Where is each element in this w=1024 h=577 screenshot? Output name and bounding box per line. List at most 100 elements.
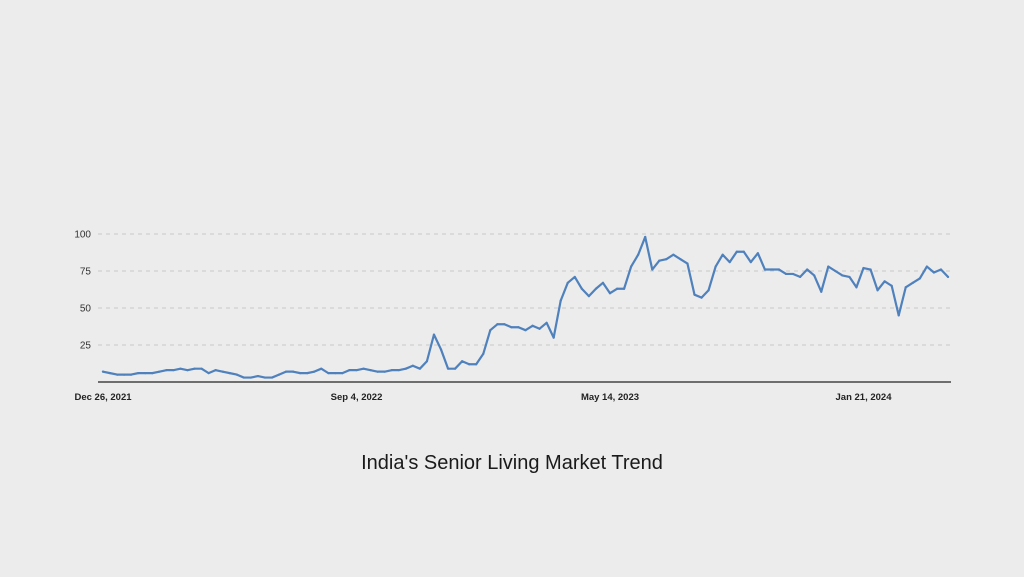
- data-point: [784, 272, 788, 276]
- y-tick-label: 100: [74, 230, 91, 241]
- data-point: [693, 293, 696, 296]
- data-point: [179, 367, 182, 370]
- data-point: [777, 268, 781, 271]
- data-point: [651, 268, 654, 271]
- data-point: [742, 250, 745, 253]
- data-point: [883, 280, 886, 283]
- data-point: [228, 372, 231, 375]
- data-point: [791, 272, 795, 276]
- data-point: [270, 376, 274, 379]
- data-point: [601, 281, 605, 284]
- data-point: [376, 370, 379, 373]
- data-point: [538, 327, 541, 330]
- data-point: [806, 268, 809, 271]
- data-point: [284, 370, 288, 373]
- data-point: [341, 372, 344, 375]
- data-point: [439, 348, 443, 351]
- data-point: [608, 292, 612, 295]
- data-point: [820, 290, 823, 293]
- data-point: [904, 286, 907, 289]
- data-point: [404, 367, 407, 370]
- data-point: [897, 314, 900, 317]
- data-point: [721, 253, 724, 256]
- data-point: [841, 274, 844, 277]
- data-point: [756, 252, 759, 255]
- data-point: [503, 323, 506, 326]
- data-point: [390, 369, 393, 372]
- data-point: [524, 329, 527, 332]
- data-point: [770, 268, 774, 271]
- data-point: [672, 253, 675, 256]
- chart-title: India's Senior Living Market Trend: [361, 452, 663, 474]
- data-point: [714, 265, 717, 268]
- data-point: [277, 373, 281, 376]
- data-point: [468, 363, 471, 366]
- data-point: [292, 370, 295, 373]
- gridlines: [98, 233, 952, 346]
- data-point: [475, 363, 478, 366]
- data-point: [707, 289, 710, 292]
- data-point: [123, 373, 126, 376]
- data-point: [644, 235, 647, 239]
- data-point: [876, 289, 879, 292]
- data-point: [242, 376, 245, 379]
- data-point: [172, 369, 175, 372]
- data-point: [890, 284, 893, 287]
- data-point: [397, 369, 400, 372]
- data-point: [207, 372, 210, 375]
- data-point: [383, 370, 386, 373]
- data-point: [911, 281, 914, 284]
- data-point: [432, 333, 436, 336]
- data-points: [101, 235, 950, 379]
- data-point: [679, 258, 682, 261]
- data-point: [186, 369, 189, 372]
- data-point: [193, 367, 196, 370]
- y-tick-label: 50: [80, 304, 92, 315]
- data-point: [700, 296, 703, 299]
- data-point: [200, 367, 203, 370]
- data-point: [482, 352, 485, 355]
- data-point: [587, 295, 590, 298]
- data-point: [834, 269, 837, 273]
- data-point: [418, 367, 421, 370]
- data-point: [827, 265, 830, 268]
- data-point: [728, 261, 731, 264]
- data-point: [425, 360, 429, 363]
- data-point: [615, 287, 619, 290]
- data-point: [362, 367, 365, 370]
- data-point: [749, 261, 752, 264]
- data-point: [355, 369, 358, 372]
- data-point: [158, 370, 161, 373]
- data-point: [327, 372, 330, 375]
- data-point: [306, 372, 309, 375]
- data-point: [630, 265, 633, 268]
- data-point: [594, 287, 598, 290]
- y-tick-label: 25: [80, 341, 92, 352]
- data-point: [918, 277, 921, 280]
- data-point: [221, 370, 224, 373]
- data-point: [566, 281, 569, 284]
- data-point: [763, 268, 767, 271]
- data-point: [334, 372, 337, 375]
- data-point: [622, 287, 626, 290]
- data-point: [137, 372, 140, 375]
- data-point: [489, 329, 492, 332]
- data-point: [813, 274, 816, 277]
- data-point: [144, 372, 147, 375]
- data-point: [115, 373, 119, 376]
- data-point: [531, 324, 534, 327]
- data-point: [862, 266, 865, 270]
- x-tick-label: Sep 4, 2022: [331, 392, 383, 403]
- data-point: [552, 336, 555, 339]
- data-point: [108, 372, 112, 375]
- data-point: [686, 262, 689, 265]
- data-point: [446, 367, 450, 370]
- data-point: [658, 259, 661, 262]
- data-point: [130, 373, 133, 376]
- data-point: [256, 374, 260, 378]
- data-point: [165, 369, 168, 372]
- data-point: [249, 376, 252, 379]
- x-tick-label: May 14, 2023: [581, 392, 639, 403]
- x-axis-ticks: Dec 26, 2021 Sep 4, 2022 May 14, 2023 Jan 2…: [74, 392, 892, 403]
